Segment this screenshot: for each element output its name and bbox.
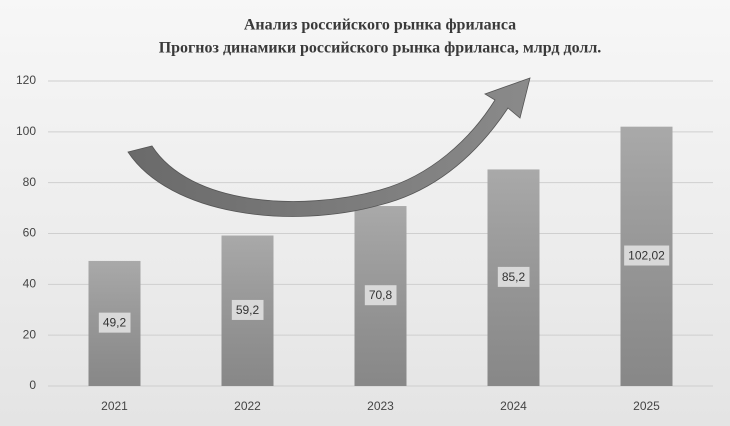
chart-title: Анализ российского рынка фриланса <box>244 17 516 34</box>
x-tick-label: 2025 <box>633 399 660 413</box>
value-label: 102,02 <box>628 249 665 263</box>
growth-arrow <box>127 77 531 217</box>
y-tick-label: 40 <box>23 277 37 291</box>
value-label-box <box>98 312 131 333</box>
y-tick-label: 120 <box>16 73 36 87</box>
y-tick-label: 20 <box>23 327 37 341</box>
value-label-box <box>231 299 264 320</box>
chart-subtitle: Прогноз динамики российского рынка фрила… <box>159 40 602 57</box>
x-tick-label: 2021 <box>101 399 128 413</box>
value-label: 59,2 <box>236 303 260 317</box>
y-tick-label: 0 <box>29 378 36 392</box>
y-tick-label: 80 <box>23 175 37 189</box>
x-tick-label: 2023 <box>367 399 394 413</box>
value-label-box <box>497 266 530 287</box>
value-label-box <box>624 245 670 266</box>
value-label: 85,2 <box>502 270 526 284</box>
y-tick-label: 60 <box>23 226 37 240</box>
value-label-box <box>364 285 397 306</box>
plot-area: 0 20 40 60 80 100 120 2021 49,2 2022 59,2 2023 70,8 2… <box>16 73 713 413</box>
value-label: 49,2 <box>103 316 127 330</box>
x-tick-label: 2022 <box>234 399 261 413</box>
x-tick-label: 2024 <box>500 399 527 413</box>
value-label: 70,8 <box>369 288 393 302</box>
y-tick-label: 100 <box>16 124 36 138</box>
